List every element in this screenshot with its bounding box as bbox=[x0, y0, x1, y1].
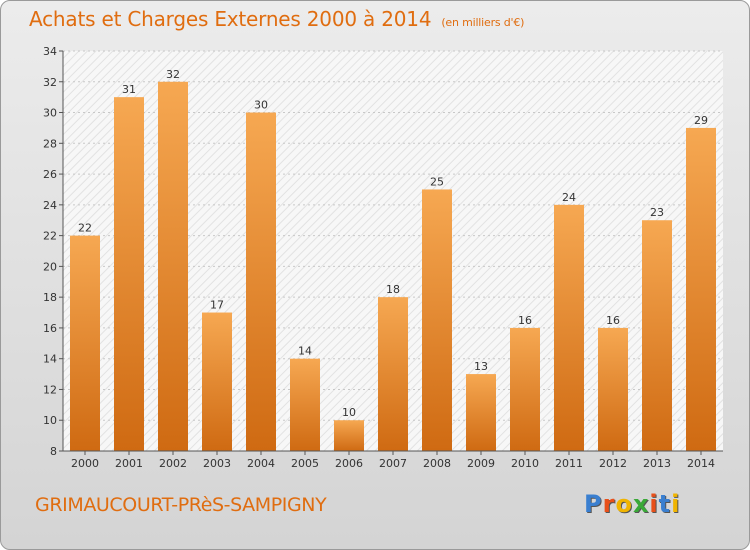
y-tick-label: 24 bbox=[43, 199, 57, 212]
data-label-2001: 31 bbox=[122, 83, 136, 96]
x-tick-label-2013: 2013 bbox=[643, 457, 671, 470]
y-tick-label: 16 bbox=[43, 322, 57, 335]
proxiti-logo-letter: x bbox=[632, 490, 650, 518]
bar-2014 bbox=[686, 127, 716, 451]
x-tick-label-2008: 2008 bbox=[423, 457, 451, 470]
data-label-2002: 32 bbox=[166, 68, 180, 81]
x-tick-label-2012: 2012 bbox=[599, 457, 627, 470]
proxiti-logo-letter: t bbox=[658, 490, 672, 518]
town-name: GRIMAUCOURT-PRèS-SAMPIGNY bbox=[35, 494, 327, 516]
bar-2009 bbox=[466, 374, 496, 451]
data-label-2005: 14 bbox=[298, 345, 312, 358]
data-label-2000: 22 bbox=[78, 222, 92, 235]
bars bbox=[70, 81, 716, 452]
bar-2006 bbox=[334, 420, 364, 451]
y-tick-label: 14 bbox=[43, 353, 57, 366]
axes: 8 10 12 14 16 18 20 22 24 26 28 30 32 34 2000 2001 2002 2… bbox=[43, 45, 723, 470]
bar-2008 bbox=[422, 189, 452, 451]
x-tick-label-2009: 2009 bbox=[467, 457, 495, 470]
data-label-2010: 16 bbox=[518, 314, 532, 327]
bar-2002 bbox=[158, 81, 188, 452]
proxiti-logo-letter: o bbox=[615, 490, 633, 518]
bar-2013 bbox=[642, 220, 672, 451]
data-label-2007: 18 bbox=[386, 283, 400, 296]
y-tick-label: 30 bbox=[43, 107, 57, 120]
y-tick-label: 22 bbox=[43, 230, 57, 243]
bar-2011 bbox=[554, 204, 584, 451]
chart-title-unit: (en milliers d'€) bbox=[441, 16, 525, 29]
x-tick-label-2006: 2006 bbox=[335, 457, 363, 470]
proxiti-logo-letter: P bbox=[584, 490, 603, 518]
x-tick-label-2001: 2001 bbox=[115, 457, 143, 470]
y-tick-label: 28 bbox=[43, 137, 57, 150]
data-label-2009: 13 bbox=[474, 360, 488, 373]
bar-2007 bbox=[378, 297, 408, 451]
bar-2004 bbox=[246, 112, 276, 452]
data-labels: 22 31 32 17 30 14 10 18 25 13 16 24 16 23 29 bbox=[78, 68, 708, 419]
y-tick-label: 10 bbox=[43, 414, 57, 427]
y-tick-label: 20 bbox=[43, 260, 57, 273]
bar-2001 bbox=[114, 97, 144, 452]
proxiti-logo-letter: i bbox=[671, 490, 681, 518]
proxiti-logo: Proxiti bbox=[584, 490, 680, 518]
data-label-2014: 29 bbox=[694, 114, 708, 127]
x-tick-label-2010: 2010 bbox=[511, 457, 539, 470]
bar-2003 bbox=[202, 312, 232, 451]
chart-title-text: Achats et Charges Externes 2000 à 2014 bbox=[29, 7, 432, 31]
x-tick-label-2014: 2014 bbox=[687, 457, 715, 470]
y-tick-label: 8 bbox=[50, 445, 57, 458]
chart-title: Achats et Charges Externes 2000 à 2014 (e… bbox=[29, 7, 524, 31]
y-tick-label: 32 bbox=[43, 76, 57, 89]
x-tick-label-2005: 2005 bbox=[291, 457, 319, 470]
x-tick-label-2011: 2011 bbox=[555, 457, 583, 470]
data-label-2012: 16 bbox=[606, 314, 620, 327]
x-tick-label-2000: 2000 bbox=[71, 457, 99, 470]
bar-2010 bbox=[510, 327, 540, 451]
proxiti-logo-letter: i bbox=[649, 490, 659, 518]
bar-2012 bbox=[598, 327, 628, 451]
data-label-2011: 24 bbox=[562, 191, 576, 204]
proxiti-logo-letter: r bbox=[602, 490, 616, 518]
x-tick-label-2007: 2007 bbox=[379, 457, 407, 470]
bar-2000 bbox=[70, 235, 100, 451]
bar-2005 bbox=[290, 358, 320, 451]
data-label-2004: 30 bbox=[254, 99, 268, 112]
data-label-2013: 23 bbox=[650, 206, 664, 219]
x-tick-label-2003: 2003 bbox=[203, 457, 231, 470]
x-tick-label-2004: 2004 bbox=[247, 457, 275, 470]
data-label-2003: 17 bbox=[210, 299, 224, 312]
y-tick-label: 34 bbox=[43, 45, 57, 58]
y-tick-label: 18 bbox=[43, 291, 57, 304]
data-label-2008: 25 bbox=[430, 175, 444, 188]
data-label-2006: 10 bbox=[342, 406, 356, 419]
y-tick-label: 26 bbox=[43, 168, 57, 181]
y-tick-label: 12 bbox=[43, 383, 57, 396]
x-tick-label-2002: 2002 bbox=[159, 457, 187, 470]
